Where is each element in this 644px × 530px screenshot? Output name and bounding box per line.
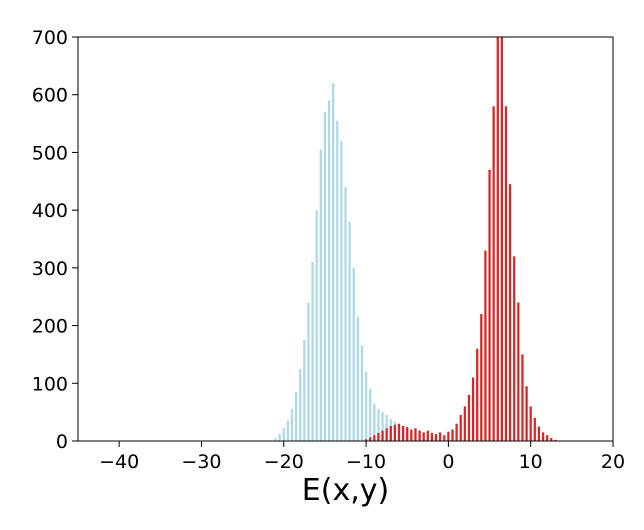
x-tick-label: 0: [442, 451, 454, 473]
y-tick-label: 100: [32, 373, 68, 395]
x-tick-label: 20: [601, 451, 625, 473]
histogram-bar-series-1: [327, 100, 331, 442]
histogram-bar-series-2: [471, 377, 475, 441]
histogram-bar-series-2: [369, 437, 372, 441]
histogram-bar-series-2: [426, 430, 429, 441]
histogram-bar-series-1: [373, 403, 376, 441]
x-tick-label: −10: [346, 451, 386, 473]
histogram-bar-series-1: [315, 210, 318, 441]
histogram-bar-series-1: [344, 187, 347, 441]
y-tick-label: 400: [32, 200, 68, 222]
histogram-bar-series-2: [447, 431, 450, 441]
histogram-bar-series-2: [418, 430, 421, 441]
histogram-bar-series-2: [508, 184, 512, 442]
histogram-bar-series-2: [521, 354, 524, 441]
histogram-bar-series-2: [455, 423, 458, 441]
histogram-bar-series-1: [352, 267, 355, 441]
histogram-bar-series-2: [397, 423, 401, 441]
y-tick-label: 300: [32, 258, 68, 280]
histogram-bar-series-1: [356, 316, 359, 441]
histogram-bar-series-2: [529, 406, 532, 441]
histogram-bar-series-2: [480, 314, 483, 441]
y-tick-label: 200: [32, 316, 68, 338]
histogram-bar-series-2: [554, 439, 557, 441]
histogram-bar-series-2: [406, 427, 409, 441]
histogram-bar-series-2: [401, 425, 405, 441]
histogram-bar-series-1: [332, 83, 335, 442]
histogram-bar-series-1: [294, 391, 298, 441]
histogram-bar-series-1: [299, 368, 302, 441]
histogram-bar-series-2: [525, 386, 528, 441]
x-tick-label: −20: [264, 451, 304, 473]
histogram-bar-series-1: [385, 415, 388, 441]
histogram-bar-series-2: [434, 434, 438, 441]
histogram-bar-series-2: [517, 302, 520, 441]
x-tick-label: −40: [99, 451, 139, 473]
x-tick-label: −30: [181, 451, 221, 473]
histogram-bar-series-1: [290, 409, 294, 441]
histogram-bar-series-2: [476, 348, 479, 441]
histogram-bar-series-2: [484, 250, 487, 441]
histogram-bar-series-1: [381, 412, 384, 441]
histogram-bar-series-1: [348, 221, 351, 441]
histogram-bar-series-1: [286, 420, 290, 441]
histogram-bar-series-2: [537, 426, 541, 441]
histogram-bar-series-1: [377, 409, 380, 441]
histogram-bar-series-2: [496, 37, 499, 441]
histogram-bar-series-1: [278, 434, 281, 441]
histogram-bar-series-1: [307, 302, 310, 441]
x-axis-label: E(x,y): [302, 473, 389, 508]
histogram-bar-series-2: [430, 432, 434, 441]
histogram-bar-series-1: [311, 262, 314, 441]
histogram-bars: [274, 37, 557, 442]
histogram-bar-series-1: [340, 140, 343, 441]
histogram-bar-series-2: [550, 438, 553, 441]
histogram-bar-series-2: [459, 415, 462, 441]
histogram-bar-series-1: [323, 112, 327, 441]
histogram-bar-series-2: [439, 432, 442, 441]
histogram-bar-series-1: [364, 371, 368, 441]
histogram-bar-series-2: [385, 428, 388, 441]
histogram-bar-series-2: [541, 432, 545, 441]
histogram-bar-series-2: [500, 37, 504, 441]
histogram-bar-series-2: [488, 169, 491, 442]
histogram-bar-series-2: [513, 256, 516, 441]
histogram-bar-series-2: [377, 432, 380, 441]
histogram-bar-series-2: [389, 425, 392, 441]
histogram-bar-series-2: [422, 432, 425, 441]
histogram-bar-series-2: [504, 106, 508, 441]
histogram-bar-series-1: [336, 120, 339, 441]
histogram-bar-series-2: [373, 435, 376, 441]
y-tick-label: 600: [32, 85, 68, 107]
x-tick-label: 10: [519, 451, 543, 473]
histogram-bar-series-2: [467, 394, 471, 441]
histogram-bar-series-2: [443, 435, 446, 441]
histogram-bar-series-1: [369, 389, 372, 441]
y-tick-label: 0: [56, 431, 68, 453]
histogram-bar-series-2: [492, 106, 495, 441]
histogram-bar-series-2: [546, 435, 549, 441]
histogram-bar-series-2: [393, 424, 397, 441]
histogram-bar-series-2: [364, 439, 368, 441]
y-axis: 0 100 200 300 400 500 600 700: [32, 27, 78, 453]
x-axis: −40 −30 −20 −10 0 10 20: [99, 441, 625, 473]
histogram-bar-series-1: [360, 345, 364, 441]
y-tick-label: 500: [32, 142, 68, 164]
histogram-bar-series-1: [282, 428, 285, 441]
histogram-bar-series-2: [451, 429, 454, 441]
histogram-bar-series-2: [381, 430, 384, 441]
histogram-bar-series-1: [274, 438, 277, 441]
plot-frame: [77, 36, 614, 442]
histogram-bar-series-2: [414, 428, 417, 441]
y-tick-label: 700: [32, 27, 68, 49]
histogram-bar-series-2: [533, 417, 536, 441]
histogram-bar-series-1: [303, 340, 306, 441]
histogram-bar-series-2: [410, 429, 413, 441]
histogram-bar-series-2: [463, 406, 466, 441]
histogram-bar-series-1: [319, 149, 322, 442]
